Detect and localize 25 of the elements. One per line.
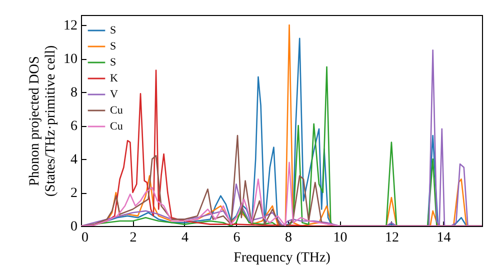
y-tick-label: 4 [70,152,78,168]
x-tick-label: 12 [384,230,399,246]
x-tick-label: 8 [284,230,292,246]
x-axis-title: Frequency (THz) [234,250,331,266]
legend-label: S [110,56,116,68]
x-tick-label: 14 [436,230,451,246]
legend-label: K [110,72,118,84]
legend-label: S [110,24,116,36]
y-tick-label: 8 [70,86,78,101]
y-tick-label: 2 [70,186,78,202]
legend-label: Cu [110,120,124,132]
y-tick-label: 10 [64,52,78,68]
legend-label: Cu [110,104,124,116]
y-tick-label: 0 [70,220,78,234]
y-axis-title: Phonon projected DOS (States/THz·primitive cell) [28,45,58,197]
x-tick-label: 6 [233,230,240,246]
legend-label: V [110,88,118,100]
x-tick-label: 10 [333,230,348,246]
x-tick-label: 4 [181,230,188,246]
y-tick-label: 6 [70,119,78,134]
legend-label: S [110,40,116,52]
x-tick-label: 0 [82,230,88,246]
y-tick-label: 12 [64,18,78,34]
line-series [81,162,482,226]
x-tick-label: 2 [130,230,137,246]
